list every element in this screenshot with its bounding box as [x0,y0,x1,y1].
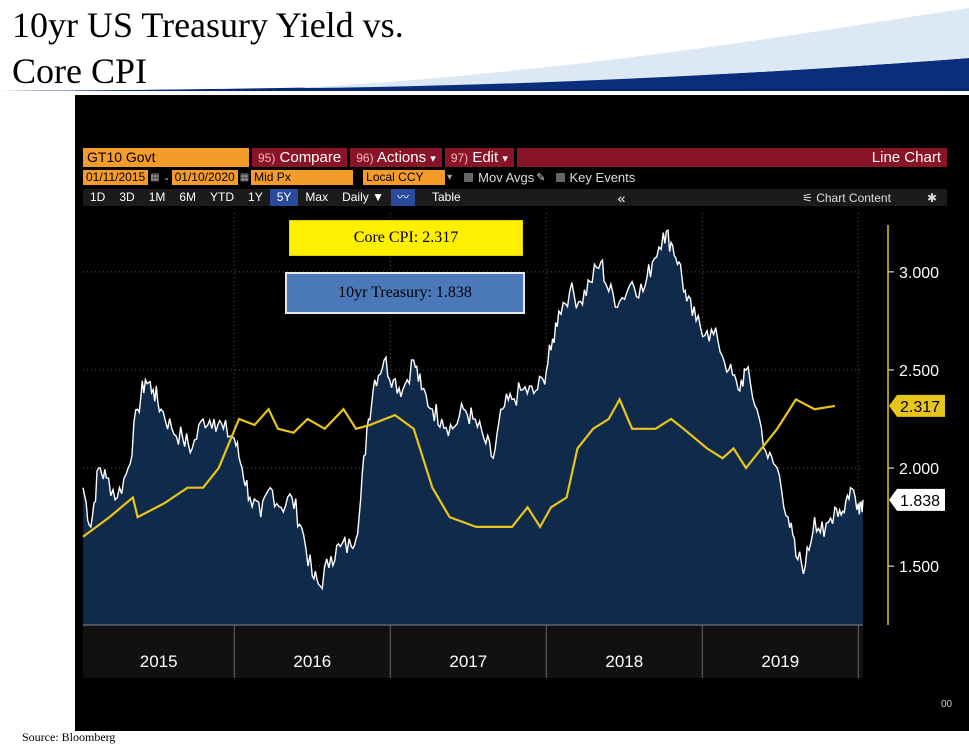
edge-mark: 00 [941,699,953,710]
y-tick-label: 2.000 [899,461,939,478]
title-swoosh-decoration [0,8,969,91]
chart-plot: 2015 2016 2017 2018 2019 3.000 2.500 2.000 1.50… [82,213,945,678]
key-events-label: Key Events [569,170,636,185]
y-tick-label: 1.500 [899,559,939,576]
period-max[interactable]: Max [305,190,329,204]
actions-menu[interactable]: 96) Actions ▾ [350,148,442,167]
date-settings-bar: 01/11/2015 ▦ - 01/10/2020 ▦ Mid Px Local… [83,169,947,186]
start-date-field[interactable]: 01/11/2015 [83,170,149,185]
source-note: Source: Bloomberg [22,730,116,744]
mov-avgs-label: Mov Avgs [478,170,535,185]
mov-avgs-checkbox[interactable] [464,173,474,182]
period-bar: 1D 3D 1M 6M YTD 1Y 5Y Max Daily ▼ 〰 Tabl… [83,189,947,206]
table-button[interactable]: Table [431,190,461,204]
period-3d[interactable]: 3D [119,190,135,204]
chart-content-button[interactable]: ⚟ Chart Content [802,190,891,205]
svg-text:2.317: 2.317 [900,399,940,416]
calendar-icon[interactable]: ▦ [239,172,250,183]
pencil-icon[interactable]: ✎ [536,172,546,184]
x-tick-label: 2017 [449,652,487,671]
gear-icon[interactable]: ✱ [926,190,937,205]
edit-menu[interactable]: 97) Edit ▾ [444,148,514,167]
line-chart-icon[interactable]: 〰 [390,189,415,206]
period-ytd[interactable]: YTD [210,190,235,204]
end-date-field[interactable]: 01/10/2020 [171,170,238,185]
core-cpi-last-value: 2.317 [889,394,945,417]
x-tick-label: 2015 [140,652,178,671]
period-1m[interactable]: 1M [148,190,166,204]
x-tick-label: 2019 [761,652,799,671]
slide-title: 10yr US Treasury Yield vs. Core CPI [12,2,404,94]
x-tick-label: 2018 [605,652,643,671]
treasury-area [83,230,863,625]
svg-text:1.838: 1.838 [900,493,940,510]
core-cpi-line [82,396,836,538]
calendar-icon[interactable]: ▦ [150,172,160,183]
price-field-select[interactable]: Mid Px [251,170,354,185]
period-5y[interactable]: 5Y [269,189,299,206]
x-tick-label: 2016 [293,652,331,671]
slide-title-line1: 10yr US Treasury Yield vs. [12,5,404,45]
treasury-last-value: 1.838 [889,488,945,511]
treasury-line [82,228,864,591]
period-1d[interactable]: 1D [90,190,106,204]
treasury-legend: 10yr Treasury: 1.838 [285,272,525,314]
core-cpi-legend: Core CPI: 2.317 [289,220,523,256]
y-tick-label: 2.500 [899,363,939,380]
chart-type-label[interactable]: Line Chart [516,148,947,167]
x-axis-band [83,625,863,678]
frequency-select[interactable]: Daily ▼ [342,190,384,204]
dropdown-icon[interactable]: ▾ [447,172,453,183]
security-field[interactable]: GT10 Govt [83,148,249,167]
y-tick-label: 3.000 [899,265,939,282]
period-6m[interactable]: 6M [179,190,197,204]
currency-select[interactable]: Local CCY [363,170,446,185]
period-1y[interactable]: 1Y [248,190,263,204]
terminal-menu-bar: GT10 Govt 95) Compare 96) Actions ▾ 97) … [83,148,947,167]
bloomberg-terminal: GT10 Govt 95) Compare 96) Actions ▾ 97) … [75,95,969,731]
collapse-chevron-icon[interactable]: « [617,189,626,206]
key-events-checkbox[interactable] [555,173,565,182]
slide-title-line2: Core CPI [12,51,147,91]
compare-menu[interactable]: 95) Compare [252,148,348,167]
